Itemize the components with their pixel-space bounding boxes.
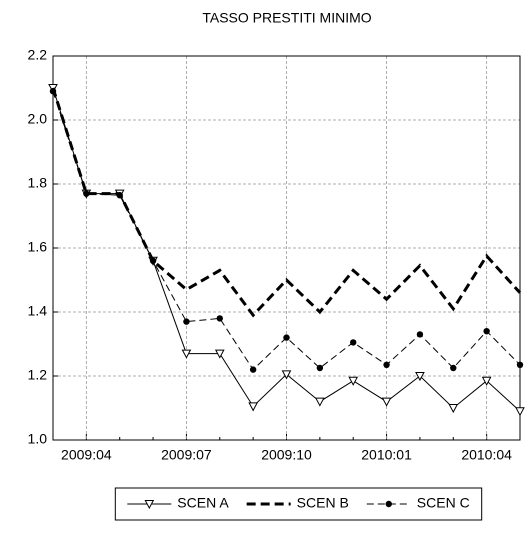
marker [214, 349, 225, 359]
marker [281, 370, 292, 380]
marker [385, 500, 392, 508]
y-tick-label: 1.2 [28, 367, 48, 383]
x-tick-label: 2009:04 [61, 447, 112, 463]
y-tick-label: 1.0 [28, 431, 48, 447]
x-tick-label: 2010:01 [361, 447, 412, 463]
marker [481, 376, 492, 386]
marker [383, 361, 390, 368]
x-tick-label: 2010:04 [461, 447, 512, 463]
y-tick-label: 1.4 [28, 303, 48, 319]
legend-label: SCEN C [417, 495, 470, 511]
marker [348, 376, 359, 386]
marker [516, 361, 524, 368]
marker [316, 364, 324, 372]
marker [49, 88, 57, 95]
legend-box [114, 487, 483, 521]
marker [315, 397, 325, 407]
marker [183, 318, 190, 325]
marker [83, 190, 90, 197]
series-line [51, 87, 522, 318]
marker [144, 500, 155, 510]
marker [248, 402, 258, 412]
legend-label: SCEN A [177, 495, 229, 511]
marker [483, 328, 490, 335]
marker [350, 339, 357, 346]
chart-title: TASSO PRESTITI MINIMO [202, 10, 371, 26]
marker [448, 404, 459, 414]
marker [116, 192, 123, 199]
marker [415, 372, 425, 382]
plot-frame [52, 55, 521, 441]
marker [216, 315, 223, 322]
legend-label: SCEN B [297, 495, 349, 511]
marker [249, 366, 257, 373]
y-tick-label: 1.6 [28, 239, 48, 255]
y-tick-label: 1.8 [28, 175, 48, 191]
x-tick-label: 2009:07 [161, 447, 212, 463]
y-tick-label: 2.0 [28, 111, 48, 127]
y-tick-label: 2.2 [28, 47, 48, 63]
marker [181, 349, 192, 359]
marker [149, 257, 157, 264]
marker [450, 364, 457, 372]
legend: SCEN A SCEN B SCEN C [114, 487, 483, 521]
marker [416, 331, 424, 338]
marker [515, 407, 525, 417]
marker [381, 397, 392, 407]
marker [283, 334, 290, 341]
x-tick-label: 2009:10 [261, 447, 312, 463]
